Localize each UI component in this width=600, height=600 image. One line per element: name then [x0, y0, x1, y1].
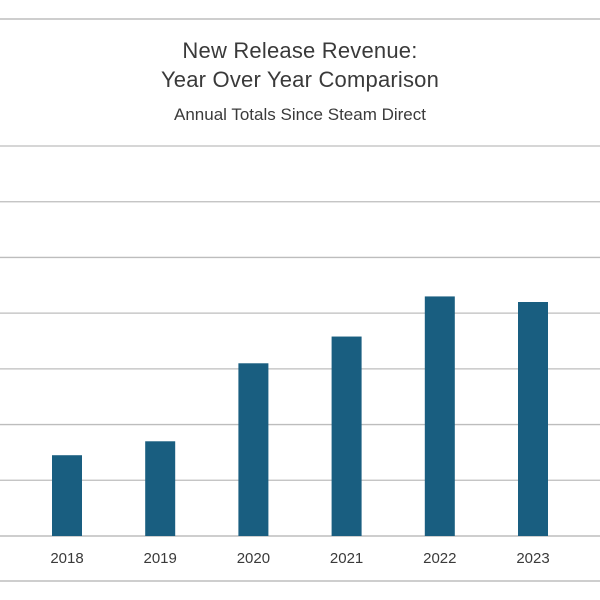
gridlines: [0, 145, 600, 537]
bar-2021: [331, 336, 362, 536]
x-tick-label: 2018: [50, 550, 83, 567]
x-axis-tick-labels: 2018 2019 2020 2021 2022 2023: [50, 550, 549, 567]
x-tick-label: 2022: [423, 550, 456, 567]
bar-2023: [518, 302, 548, 536]
chart-title-line-1: New Release Revenue:: [182, 38, 417, 63]
bar-2018: [52, 455, 82, 536]
chart-subtitle: Annual Totals Since Steam Direct: [174, 105, 426, 124]
bar-2019: [145, 441, 176, 536]
bar-2020: [238, 363, 269, 536]
bars: [52, 296, 548, 536]
x-tick-label: 2020: [237, 550, 270, 567]
x-tick-label: 2023: [516, 550, 549, 567]
x-tick-label: 2019: [144, 550, 177, 567]
chart-title-line-2: Year Over Year Comparison: [161, 67, 439, 92]
x-tick-label: 2021: [330, 550, 363, 567]
bar-2022: [424, 296, 455, 536]
